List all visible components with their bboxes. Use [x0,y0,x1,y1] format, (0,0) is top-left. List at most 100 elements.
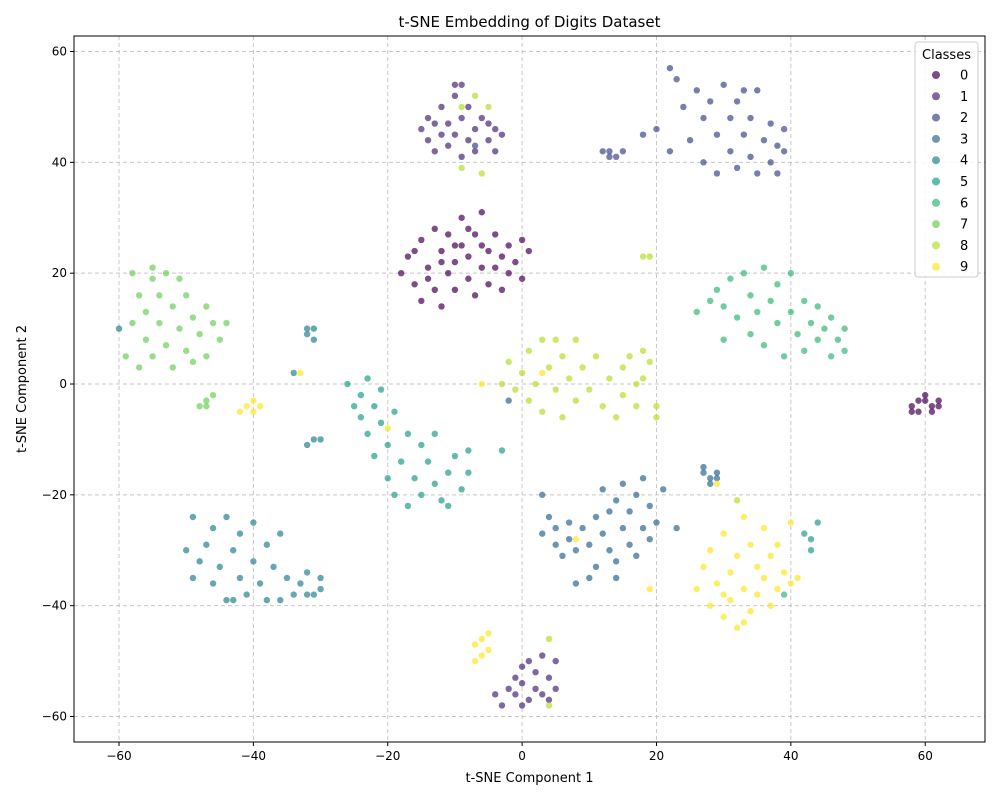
legend-marker [932,71,940,79]
data-point-class-8 [626,353,633,360]
y-tick-label: −20 [42,488,67,502]
data-point-class-0 [935,397,942,404]
data-point-class-8 [639,253,647,260]
data-point-class-3 [646,535,653,543]
data-point-class-1 [518,680,526,687]
data-point-class-2 [740,131,748,138]
data-point-class-0 [492,264,499,271]
data-point-class-4 [209,580,217,587]
data-point-class-5 [404,430,412,438]
data-point-class-6 [774,281,781,288]
data-point-class-1 [471,148,479,155]
data-point-class-5 [418,491,425,499]
data-point-class-7 [162,342,170,349]
data-point-class-2 [713,131,721,138]
data-point-class-3 [653,519,660,526]
data-point-class-0 [485,281,492,288]
chart-title: t-SNE Embedding of Digits Dataset [399,13,661,31]
data-point-class-1 [498,702,506,709]
data-point-class-7 [182,347,190,354]
data-point-class-2 [713,170,721,177]
data-point-class-4 [303,330,311,338]
data-point-class-5 [404,502,412,510]
legend-marker [932,220,940,229]
data-point-class-8 [505,358,512,366]
data-point-class-4 [223,513,230,521]
data-point-class-5 [418,441,425,449]
data-point-class-1 [445,120,452,127]
data-point-class-3 [539,491,546,499]
data-point-class-4 [243,591,250,598]
data-point-class-9 [720,530,727,537]
data-point-class-9 [250,397,257,404]
data-point-class-7 [135,292,143,299]
data-point-class-0 [935,402,942,410]
data-point-class-4 [196,558,203,565]
data-point-class-9 [297,369,304,377]
data-point-class-3 [707,475,714,482]
data-point-class-1 [545,674,553,681]
data-point-class-3 [606,547,613,554]
data-point-class-7 [135,364,143,371]
data-point-class-2 [740,87,748,94]
data-point-class-0 [465,253,472,260]
legend-entry-label: 3 [960,132,968,147]
data-point-class-0 [445,269,452,277]
data-point-class-2 [612,153,620,161]
data-point-class-0 [518,275,526,282]
data-point-class-9 [250,408,257,415]
data-point-class-1 [424,114,432,122]
data-point-class-5 [384,441,391,449]
data-point-class-7 [182,292,190,299]
data-point-class-3 [713,469,721,476]
data-point-class-9 [478,635,486,643]
data-point-class-0 [424,264,432,271]
data-point-class-4 [310,325,318,332]
data-point-class-9 [539,369,546,377]
data-point-class-2 [720,81,727,88]
data-point-class-0 [411,281,418,288]
data-point-class-4 [189,513,197,521]
data-point-class-9 [774,541,781,548]
data-point-class-5 [371,452,378,460]
data-point-class-5 [465,469,472,476]
data-point-class-6 [720,303,727,310]
data-point-class-6 [754,308,761,316]
data-point-class-2 [727,114,734,122]
data-point-class-3 [612,497,620,504]
data-point-class-0 [451,286,459,294]
data-point-class-5 [377,419,385,427]
data-point-class-8 [525,397,533,404]
data-point-class-0 [451,258,459,266]
data-point-class-8 [646,253,653,260]
data-point-class-3 [552,524,559,532]
data-point-class-3 [592,563,600,571]
data-point-class-4 [250,558,257,565]
data-point-class-5 [807,547,815,554]
data-point-class-0 [465,275,472,282]
data-point-class-1 [532,685,539,693]
data-point-class-2 [727,148,734,155]
data-point-class-4 [317,574,324,582]
x-tick-label: −60 [106,749,131,763]
data-point-class-7 [149,353,156,360]
legend-marker [932,177,940,186]
data-point-class-5 [364,430,371,438]
data-point-class-5 [807,535,815,543]
data-point-class-2 [780,125,788,133]
data-point-class-5 [377,386,385,393]
data-point-class-4 [277,596,284,604]
y-tick-label: 20 [52,266,67,280]
data-point-class-8 [552,386,559,393]
data-point-class-8 [653,402,660,410]
data-point-class-0 [404,253,412,260]
data-point-class-8 [512,386,519,393]
data-point-class-6 [727,275,734,282]
x-tick-label: 0 [518,749,526,763]
data-point-class-0 [418,297,425,305]
data-point-class-0 [431,286,438,294]
data-point-class-3 [626,508,633,515]
data-point-class-8 [471,92,479,100]
data-point-class-6 [794,330,801,338]
